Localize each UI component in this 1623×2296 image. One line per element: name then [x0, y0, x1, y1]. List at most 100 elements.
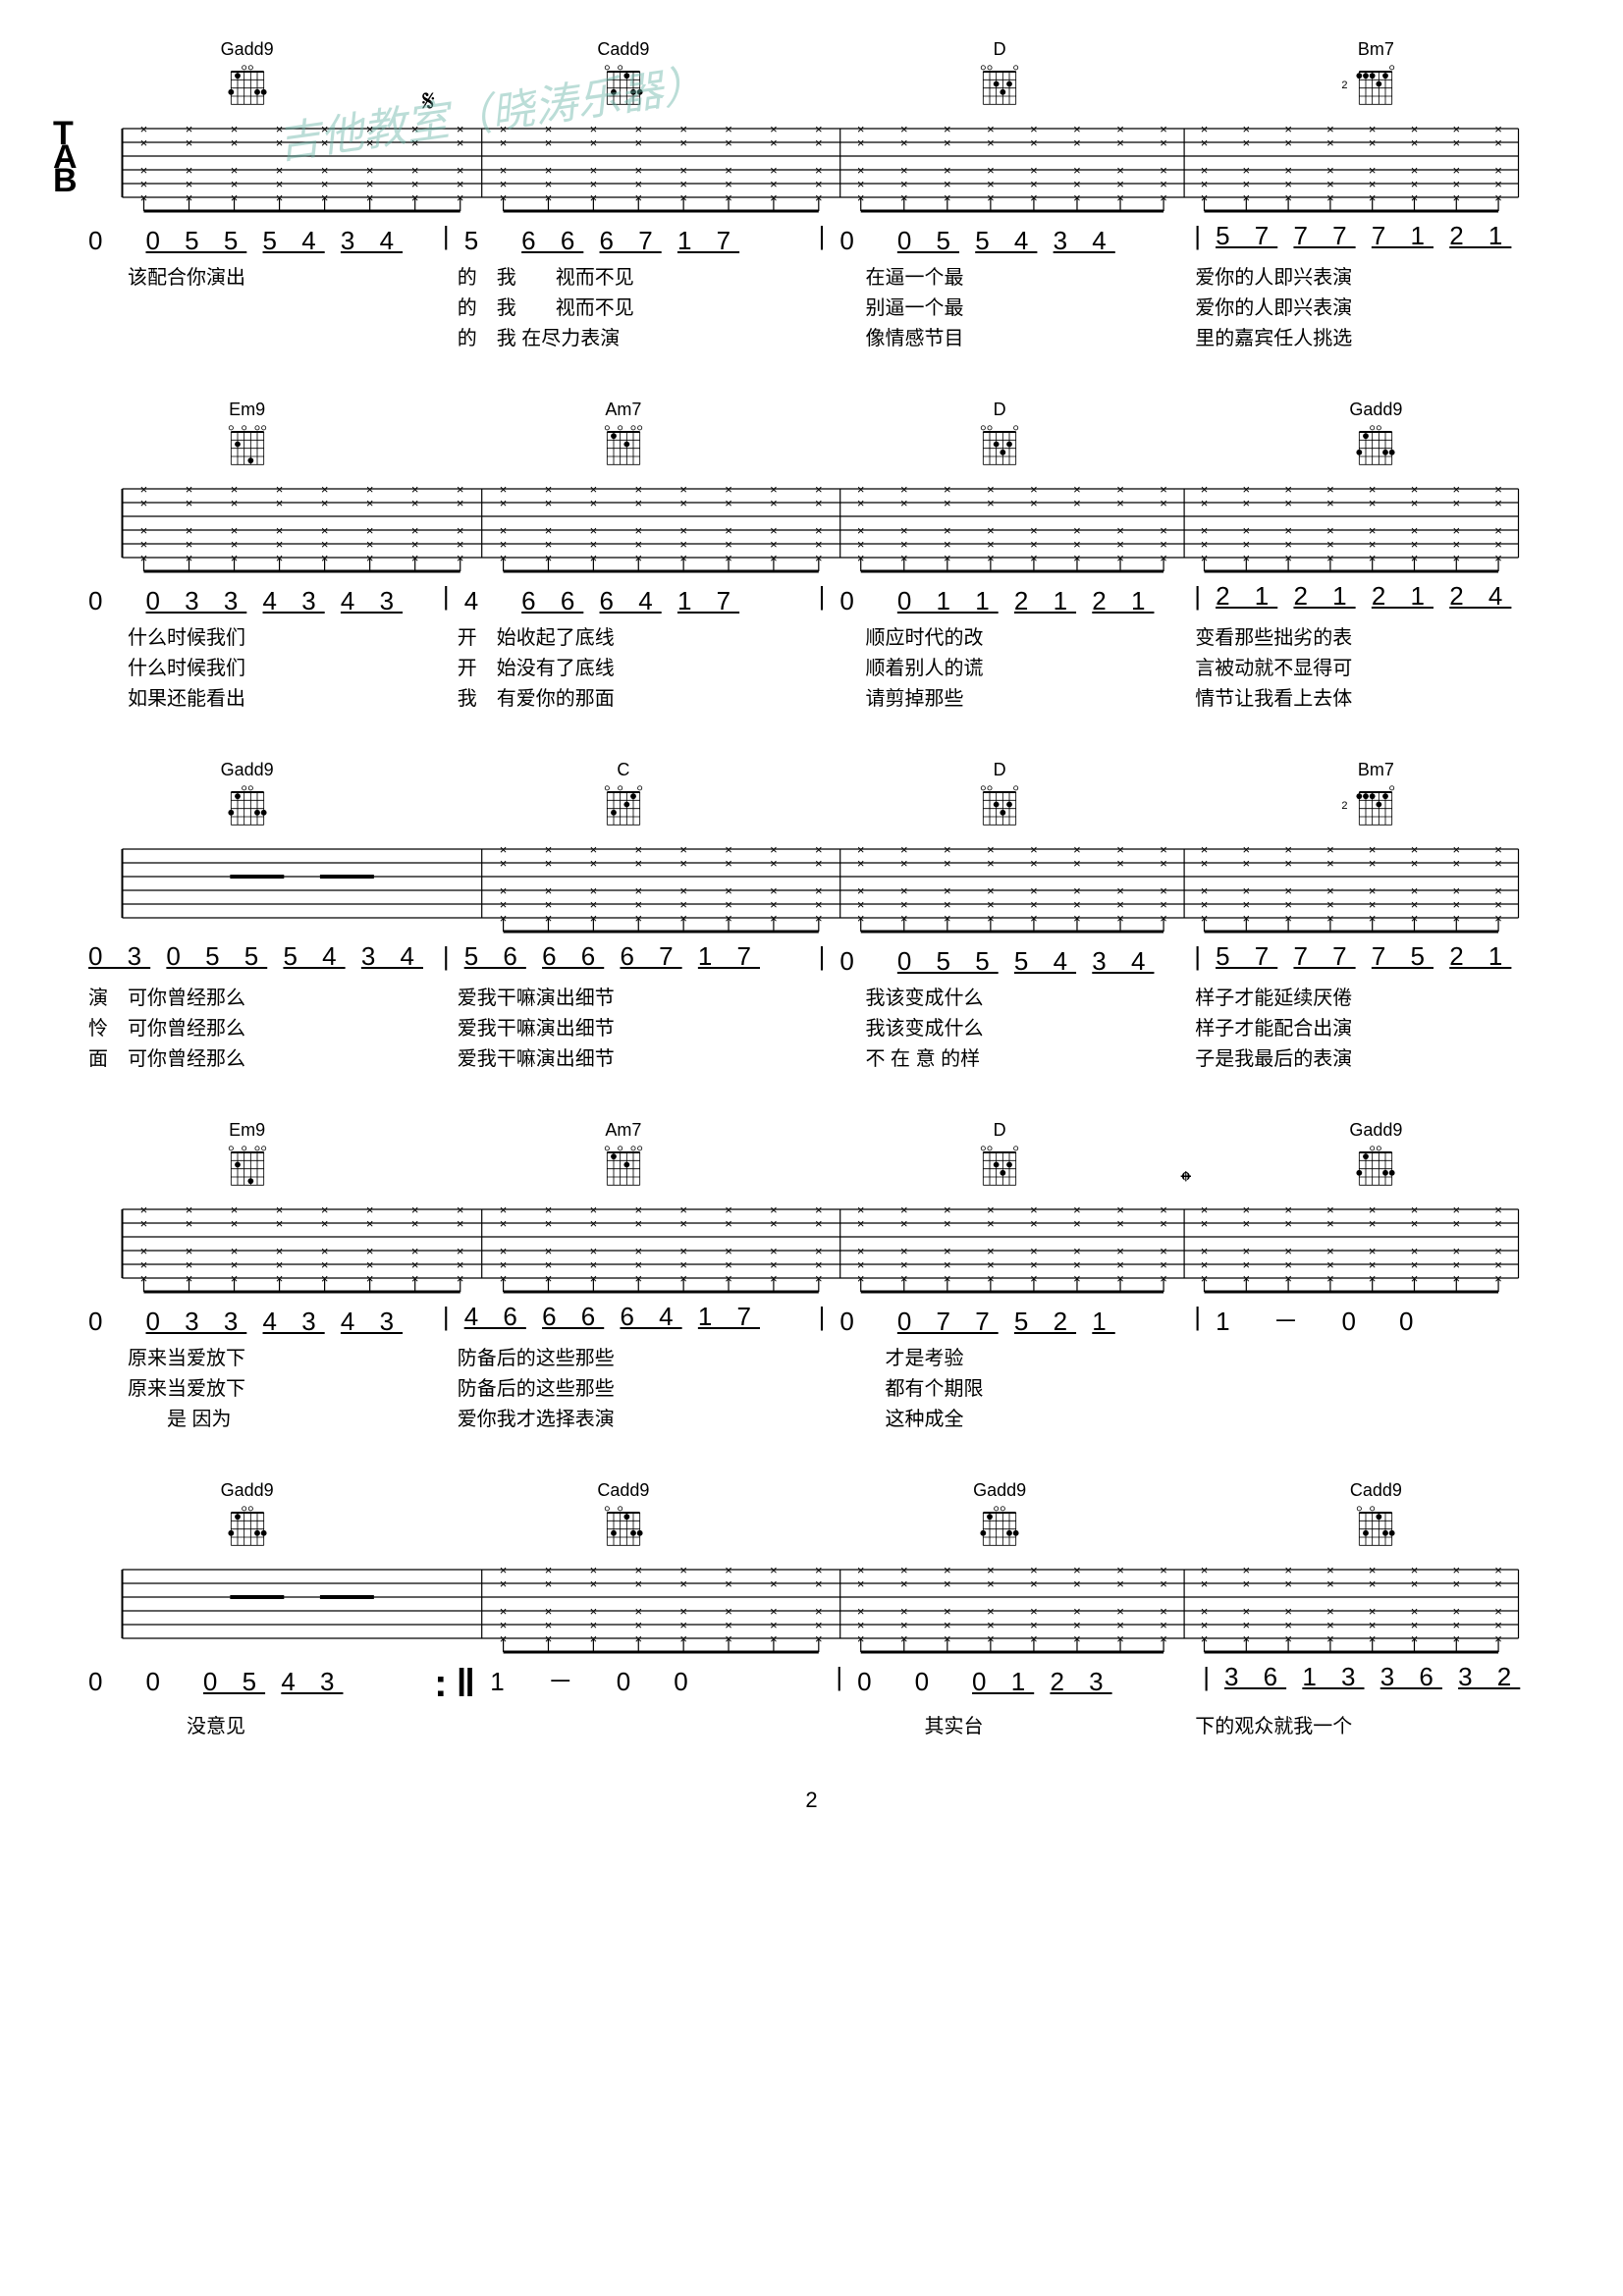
svg-text:×: ×: [500, 523, 508, 538]
svg-text:×: ×: [944, 856, 951, 871]
svg-text:×: ×: [1452, 496, 1460, 510]
svg-text:×: ×: [725, 163, 732, 178]
svg-text:×: ×: [815, 1216, 823, 1231]
svg-text:×: ×: [815, 1576, 823, 1591]
svg-text:×: ×: [1326, 1202, 1334, 1217]
svg-text:×: ×: [900, 1202, 908, 1217]
svg-text:×: ×: [1073, 1576, 1081, 1591]
page-number: 2: [59, 1788, 1564, 1813]
chord-row: Gadd9 C D Bm7 2: [59, 760, 1564, 831]
svg-text:×: ×: [186, 135, 193, 150]
chord-grid: [1351, 1503, 1400, 1552]
svg-text:×: ×: [545, 496, 553, 510]
svg-text:×: ×: [1116, 1563, 1124, 1577]
svg-text:×: ×: [1411, 842, 1419, 857]
svg-text:×: ×: [545, 523, 553, 538]
svg-text:×: ×: [321, 1216, 329, 1231]
svg-text:×: ×: [1116, 135, 1124, 150]
svg-text:×: ×: [634, 537, 642, 552]
svg-text:×: ×: [1160, 177, 1167, 191]
svg-text:×: ×: [545, 1244, 553, 1258]
svg-text:×: ×: [1326, 842, 1334, 857]
notation-measure: 0 0 5 5 5 4 3 4: [88, 221, 437, 257]
svg-text:×: ×: [1452, 1257, 1460, 1272]
svg-text:×: ×: [857, 1257, 865, 1272]
chord-grid: [975, 1503, 1024, 1552]
lyric-measure: 像情感节目: [827, 322, 1196, 350]
lyric-measure: [88, 322, 458, 350]
svg-text:×: ×: [634, 1216, 642, 1231]
chord-grid: 2: [1351, 62, 1400, 111]
svg-text:×: ×: [857, 1618, 865, 1632]
svg-text:×: ×: [1284, 897, 1292, 912]
svg-text:×: ×: [725, 122, 732, 136]
svg-text:×: ×: [1284, 1244, 1292, 1258]
svg-text:×: ×: [679, 1244, 687, 1258]
svg-text:×: ×: [140, 1257, 148, 1272]
chord-diagram: Am7: [435, 1120, 811, 1192]
svg-text:×: ×: [679, 122, 687, 136]
svg-text:×: ×: [1494, 537, 1502, 552]
svg-text:×: ×: [590, 856, 598, 871]
svg-text:×: ×: [411, 1202, 419, 1217]
svg-text:×: ×: [500, 1216, 508, 1231]
chord-name: Cadd9: [597, 1480, 649, 1501]
svg-text:×: ×: [1030, 1216, 1038, 1231]
svg-text:×: ×: [1494, 163, 1502, 178]
svg-text:×: ×: [457, 482, 464, 497]
svg-text:×: ×: [1369, 1202, 1377, 1217]
chord-row: Gadd9 Cadd9 Gadd9 Cadd9: [59, 1480, 1564, 1552]
svg-text:×: ×: [231, 122, 239, 136]
svg-text:×: ×: [900, 856, 908, 871]
svg-text:×: ×: [1369, 177, 1377, 191]
chord-name: Gadd9: [221, 39, 274, 60]
svg-text:×: ×: [545, 1618, 553, 1632]
svg-text:×: ×: [1494, 523, 1502, 538]
svg-text:×: ×: [1411, 1618, 1419, 1632]
notation-measure: 0 0 3 3 4 3 4 3: [88, 581, 437, 617]
notation-measure: 2 1 2 1 2 1 2 4: [1216, 581, 1564, 617]
svg-text:×: ×: [186, 482, 193, 497]
svg-text:×: ×: [1411, 122, 1419, 136]
svg-text:×: ×: [457, 163, 464, 178]
svg-text:×: ×: [1243, 163, 1251, 178]
lyric-measure: 是 因为: [88, 1403, 458, 1431]
svg-text:×: ×: [1030, 1257, 1038, 1272]
svg-text:×: ×: [1284, 1257, 1292, 1272]
svg-text:×: ×: [634, 163, 642, 178]
svg-text:×: ×: [1411, 523, 1419, 538]
svg-text:×: ×: [987, 883, 995, 898]
svg-text:×: ×: [366, 1202, 374, 1217]
svg-text:×: ×: [815, 482, 823, 497]
svg-text:×: ×: [857, 135, 865, 150]
svg-text:×: ×: [857, 1576, 865, 1591]
svg-text:×: ×: [725, 842, 732, 857]
svg-text:×: ×: [321, 1244, 329, 1258]
svg-text:×: ×: [1073, 523, 1081, 538]
svg-text:×: ×: [634, 897, 642, 912]
svg-text:×: ×: [987, 1202, 995, 1217]
svg-text:×: ×: [1411, 1563, 1419, 1577]
svg-text:×: ×: [1073, 163, 1081, 178]
system: Gadd9 C D Bm7 2 ××××××××××××××××××××××××…: [59, 760, 1564, 1071]
svg-text:×: ×: [457, 523, 464, 538]
svg-text:×: ×: [857, 537, 865, 552]
svg-text:×: ×: [1494, 496, 1502, 510]
svg-text:×: ×: [900, 1244, 908, 1258]
lyric-measure: 别逼一个最: [827, 292, 1196, 320]
svg-text:×: ×: [1452, 856, 1460, 871]
svg-text:×: ×: [1284, 1618, 1292, 1632]
lyric-measure: 爱你我才选择表演: [458, 1403, 827, 1431]
svg-text:×: ×: [1284, 1576, 1292, 1591]
svg-text:×: ×: [857, 1202, 865, 1217]
svg-text:×: ×: [944, 135, 951, 150]
notation-measure: 0 0 5 5 4 3 4: [839, 221, 1188, 257]
svg-text:×: ×: [140, 1244, 148, 1258]
svg-text:×: ×: [186, 537, 193, 552]
svg-text:×: ×: [590, 482, 598, 497]
svg-text:×: ×: [457, 496, 464, 510]
svg-text:×: ×: [634, 135, 642, 150]
svg-text:×: ×: [1160, 1257, 1167, 1272]
lyric-measure: 我该变成什么: [827, 982, 1196, 1010]
svg-text:×: ×: [1411, 135, 1419, 150]
